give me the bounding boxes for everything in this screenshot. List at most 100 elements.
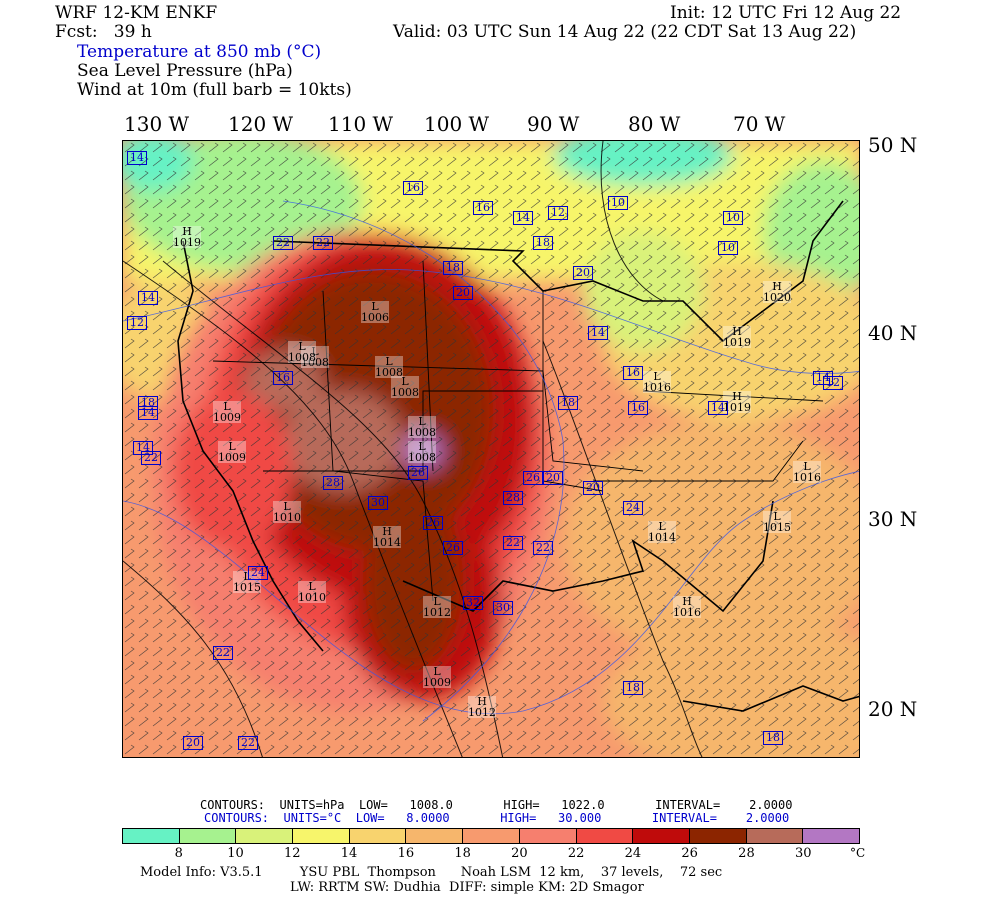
legend-swatch xyxy=(689,829,747,843)
temperature-contour-label: 24 xyxy=(248,566,268,580)
temperature-contour-label: 26 xyxy=(408,466,428,480)
legend-tick: 8 xyxy=(174,846,183,861)
lat-label: 50 N xyxy=(868,133,918,157)
low-pressure-label: L 1008 xyxy=(375,355,403,379)
high-pressure-label: H 1012 xyxy=(468,695,496,719)
temperature-contour-label: 26 xyxy=(443,541,463,555)
lat-label: 30 N xyxy=(868,507,918,531)
low-pressure-label: L 1009 xyxy=(218,440,246,464)
legend-swatch xyxy=(179,829,237,843)
valid-time: Valid: 03 UTC Sun 14 Aug 22 (22 CDT Sat … xyxy=(393,22,857,42)
legend-tick: 26 xyxy=(681,846,698,861)
field-wind: Wind at 10m (full barb = 10kts) xyxy=(77,80,352,100)
temperature-contour-label: 30 xyxy=(493,601,513,615)
temperature-contour-label: 16 xyxy=(403,181,423,195)
high-pressure-label: H 1016 xyxy=(673,595,701,619)
high-pressure-label: H 1019 xyxy=(723,390,751,414)
temperature-contour-label: 16 xyxy=(473,201,493,215)
map-canvas xyxy=(123,141,859,757)
temperature-contour-label: 16 xyxy=(623,366,643,380)
temperature-contour-label: 14 xyxy=(708,401,728,415)
temperature-contour-label: 10 xyxy=(723,211,743,225)
low-pressure-label: L 1014 xyxy=(648,520,676,544)
legend-tick: 18 xyxy=(454,846,471,861)
temperature-contour-label: 12 xyxy=(823,376,843,390)
temperature-contour-label: 18 xyxy=(558,396,578,410)
temperature-contour-label: 20 xyxy=(453,286,473,300)
lat-label: 40 N xyxy=(868,321,918,345)
temperature-contour-label: 28 xyxy=(323,476,343,490)
temperature-contour-label: 30 xyxy=(368,496,388,510)
forecast-hour: Fcst: 39 h xyxy=(55,22,152,42)
temperature-contour-label: 18 xyxy=(623,681,643,695)
lon-label: 80 W xyxy=(628,112,681,136)
weather-map: H 1019 L 1006 L 1008 L 1008 L 1008 L 1008 L 10… xyxy=(122,140,860,758)
temperature-contour-label: 10 xyxy=(608,196,628,210)
legend-tick: 30 xyxy=(794,846,812,861)
temperature-contour-label: 12 xyxy=(548,206,568,220)
legend-swatch xyxy=(293,829,350,843)
low-pressure-label: L 1008 xyxy=(288,340,316,364)
low-pressure-label: L 1016 xyxy=(643,370,671,394)
temperature-contour-label: 32 xyxy=(463,596,483,610)
temperature-contour-label: 18 xyxy=(443,261,463,275)
temp-contour-info: CONTOURS: UNITS=°C LOW= 8.0000 HIGH= 30.… xyxy=(204,811,790,825)
low-pressure-label: L 1015 xyxy=(763,510,791,534)
temperature-contour-label: 24 xyxy=(623,501,643,515)
temperature-contour-label: 14 xyxy=(138,291,158,305)
lon-label: 110 W xyxy=(328,112,394,136)
legend-tick: 22 xyxy=(567,846,585,861)
temperature-contour-label: 20 xyxy=(543,471,563,485)
temperature-contour-label: 22 xyxy=(238,736,258,750)
temperature-contour-label: 14 xyxy=(513,211,533,225)
lon-label: 90 W xyxy=(527,112,580,136)
lon-label: 120 W xyxy=(228,112,294,136)
temperature-contour-label: 14 xyxy=(133,441,153,455)
temperature-contour-label: 18 xyxy=(138,396,158,410)
temperature-contour-label: 12 xyxy=(127,316,147,330)
temperature-contour-label: 22 xyxy=(313,236,333,250)
low-pressure-label: L 1015 xyxy=(233,570,261,594)
color-legend xyxy=(122,828,860,844)
physics-info: LW: RRTM SW: Dudhia DIFF: simple KM: 2D … xyxy=(290,880,644,895)
temperature-contour-label: 28 xyxy=(503,491,523,505)
slp-contour-info: CONTOURS: UNITS=hPa LOW= 1008.0 HIGH= 10… xyxy=(200,798,793,812)
high-pressure-label: H 1019 xyxy=(173,225,201,249)
legend-swatch xyxy=(746,829,804,843)
legend-unit: °C xyxy=(850,846,866,860)
low-pressure-label: L 1006 xyxy=(361,300,389,324)
high-pressure-label: H 1019 xyxy=(723,325,751,349)
low-pressure-label: L 1008 xyxy=(301,345,329,369)
temperature-contour-label: 26 xyxy=(423,516,443,530)
high-pressure-label: H 1014 xyxy=(373,525,401,549)
temperature-contour-label: 22 xyxy=(273,236,293,250)
temperature-contour-label: 16 xyxy=(273,371,293,385)
legend-swatch xyxy=(463,829,520,843)
legend-tick: 28 xyxy=(738,846,755,861)
legend-tick: 14 xyxy=(340,846,358,861)
init-time: Init: 12 UTC Fri 12 Aug 22 xyxy=(670,3,902,23)
temperature-contour-label: 26 xyxy=(523,471,543,485)
temperature-contour-label: 20 xyxy=(183,736,203,750)
lon-label: 130 W xyxy=(124,112,190,136)
temperature-contour-label: 10 xyxy=(718,241,738,255)
low-pressure-label: L 1009 xyxy=(213,400,241,424)
legend-tick: 12 xyxy=(284,846,301,861)
legend-tick: 10 xyxy=(227,846,244,861)
temperature-contour-label: 18 xyxy=(763,731,783,745)
legend-swatch xyxy=(236,829,294,843)
low-pressure-label: L 1010 xyxy=(298,580,326,604)
legend-swatch xyxy=(803,829,859,843)
low-pressure-label: L 1016 xyxy=(793,460,821,484)
temperature-contour-label: 22 xyxy=(533,541,553,555)
temperature-contour-label: 22 xyxy=(213,646,233,660)
legend-swatch xyxy=(576,829,634,843)
low-pressure-label: L 1009 xyxy=(423,665,451,689)
temperature-contour-label: 18 xyxy=(533,236,553,250)
legend-tick: 16 xyxy=(397,846,415,861)
lon-label: 70 W xyxy=(733,112,786,136)
legend-swatch xyxy=(519,829,577,843)
model-info: Model Info: V3.5.1 YSU PBL Thompson Noah… xyxy=(140,865,723,880)
low-pressure-label: L 1008 xyxy=(391,375,419,399)
low-pressure-label: L 1012 xyxy=(423,595,451,619)
